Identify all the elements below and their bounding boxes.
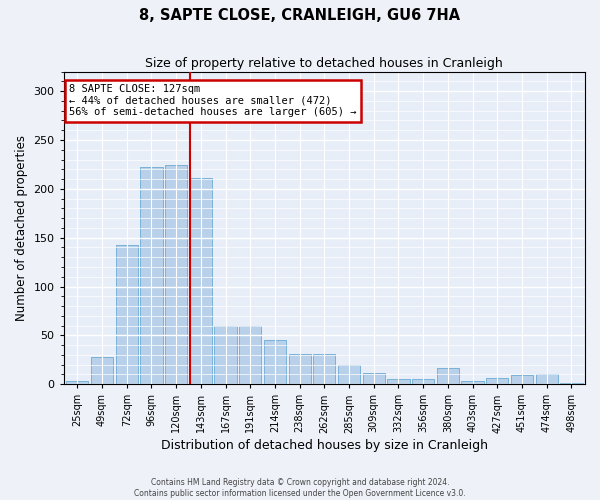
Bar	[461, 381, 484, 384]
Bar	[536, 374, 558, 384]
Text: 8 SAPTE CLOSE: 127sqm
← 44% of detached houses are smaller (472)
56% of semi-det: 8 SAPTE CLOSE: 127sqm ← 44% of detached …	[69, 84, 356, 117]
Bar	[560, 383, 583, 384]
Y-axis label: Number of detached properties: Number of detached properties	[15, 135, 28, 321]
Bar	[388, 380, 410, 384]
Text: Contains HM Land Registry data © Crown copyright and database right 2024.
Contai: Contains HM Land Registry data © Crown c…	[134, 478, 466, 498]
Bar	[313, 354, 335, 384]
Title: Size of property relative to detached houses in Cranleigh: Size of property relative to detached ho…	[145, 58, 503, 70]
Bar	[362, 374, 385, 384]
Bar	[116, 246, 138, 384]
Bar	[486, 378, 508, 384]
Bar	[91, 357, 113, 384]
Text: 8, SAPTE CLOSE, CRANLEIGH, GU6 7HA: 8, SAPTE CLOSE, CRANLEIGH, GU6 7HA	[139, 8, 461, 22]
Bar	[66, 381, 88, 384]
Bar	[165, 166, 187, 384]
Bar	[338, 364, 360, 384]
Bar	[190, 178, 212, 384]
Bar	[264, 340, 286, 384]
Bar	[412, 380, 434, 384]
X-axis label: Distribution of detached houses by size in Cranleigh: Distribution of detached houses by size …	[161, 440, 488, 452]
Bar	[289, 354, 311, 384]
Bar	[511, 376, 533, 384]
Bar	[140, 168, 163, 384]
Bar	[214, 326, 236, 384]
Bar	[437, 368, 459, 384]
Bar	[239, 326, 262, 384]
